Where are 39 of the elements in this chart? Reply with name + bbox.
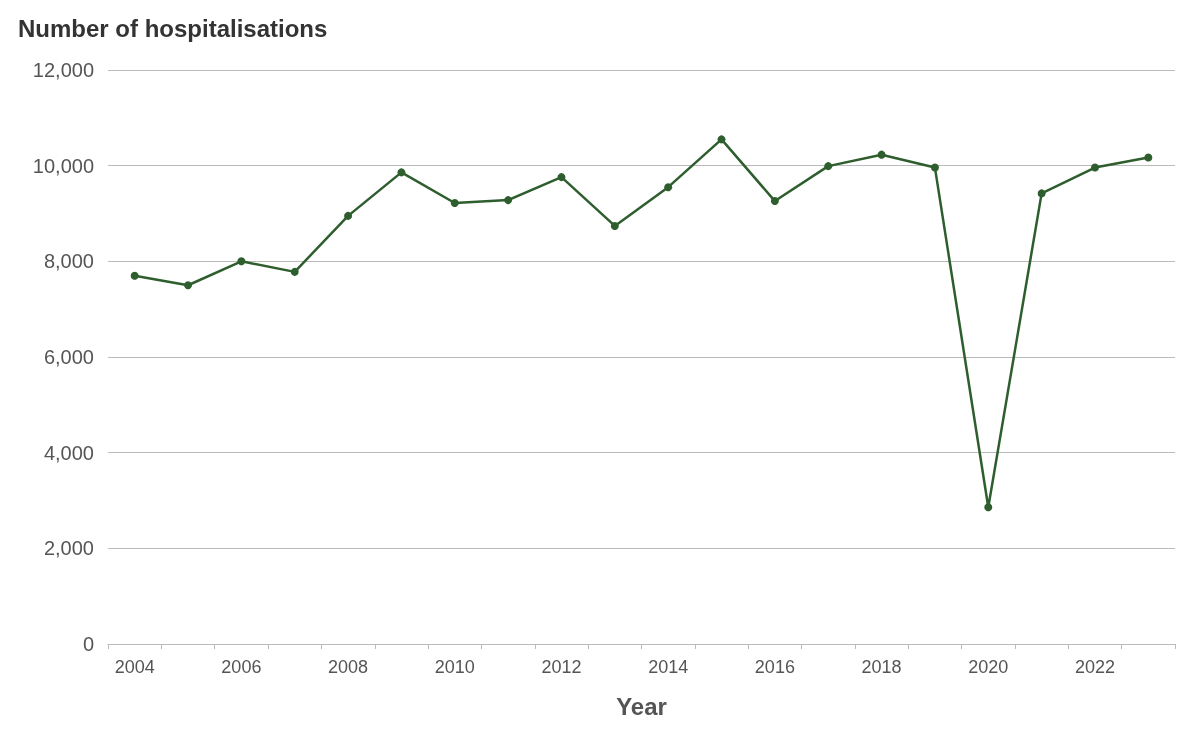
point (610, 221, 619, 230)
x-tick-label: 2016 (754, 657, 795, 677)
point (1090, 163, 1099, 172)
x-axis-title: Year (616, 692, 667, 720)
point (984, 503, 993, 512)
y-tick-label: 8,000 (43, 250, 94, 273)
point (717, 135, 726, 144)
point (877, 150, 886, 159)
point (770, 197, 779, 206)
point (397, 168, 406, 177)
point (344, 211, 353, 220)
point (184, 281, 193, 290)
point (237, 257, 246, 266)
y-tick-label: 2,000 (43, 537, 94, 560)
point (557, 173, 566, 182)
y-tick-label: 10,000 (32, 154, 94, 177)
point (930, 163, 939, 172)
x-tick-label: 2004 (114, 657, 155, 677)
x-tick-label: 2010 (434, 657, 475, 677)
point (664, 183, 673, 192)
y-tick-label: 6,000 (43, 346, 94, 368)
point (504, 196, 513, 205)
x-tick-label: 2006 (221, 657, 262, 677)
x-tick-label: 2014 (648, 657, 689, 677)
point (130, 271, 139, 280)
point (1037, 189, 1046, 198)
point (1144, 153, 1153, 162)
point (290, 267, 299, 276)
x-tick-label: 2012 (541, 657, 582, 677)
point (824, 162, 833, 171)
point (450, 198, 459, 207)
y-tick-label: 4,000 (43, 441, 94, 464)
y-tick-label: 0 (82, 633, 94, 655)
x-tick-label: 2018 (861, 657, 902, 677)
x-tick-label: 2022 (1074, 657, 1115, 677)
x-tick-label: 2020 (968, 657, 1009, 677)
y-tick-label: 12,000 (32, 59, 94, 81)
x-tick-label: 2008 (328, 657, 369, 677)
y-axis-title: Number of hospitalisations (18, 14, 328, 42)
